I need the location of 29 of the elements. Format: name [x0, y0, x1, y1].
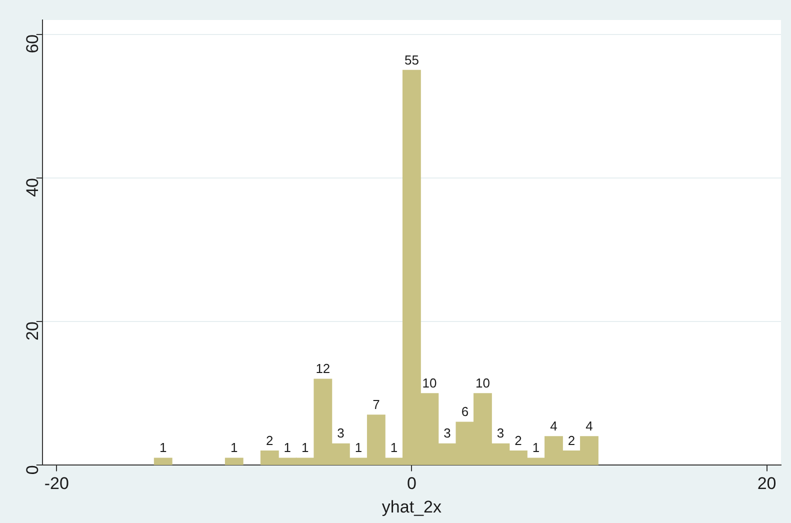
data-label: 55: [404, 52, 419, 68]
data-label: 1: [284, 440, 292, 456]
data-label: 1: [390, 440, 398, 456]
data-label: 1: [230, 440, 238, 456]
data-label: 10: [475, 375, 490, 390]
data-label: 2: [514, 432, 522, 448]
y-tick-label: 60: [23, 34, 42, 54]
data-label: 2: [568, 432, 576, 448]
y-tick-label: 20: [23, 322, 42, 341]
data-label: 10: [422, 375, 437, 390]
data-label: 2: [266, 432, 274, 448]
data-label: 3: [496, 426, 504, 441]
x-tick-label: 20: [757, 474, 776, 494]
data-label: 4: [550, 418, 558, 434]
x-axis-title: yhat_2x: [382, 497, 442, 516]
data-label: 6: [461, 404, 469, 420]
data-label: 1: [160, 440, 167, 456]
y-tick-label: 40: [23, 178, 42, 197]
data-label: 12: [316, 361, 330, 376]
data-label: 1: [532, 440, 540, 456]
y-tick-label: 0: [23, 465, 42, 475]
x-tick-label: -20: [44, 474, 69, 494]
data-label: 1: [354, 440, 362, 456]
data-label: 3: [444, 426, 451, 441]
x-tick-label: 0: [406, 474, 416, 494]
data-label: 3: [337, 426, 344, 441]
data-label: 4: [586, 418, 593, 434]
data-label: 1: [302, 440, 309, 456]
data-label: 7: [372, 397, 380, 412]
